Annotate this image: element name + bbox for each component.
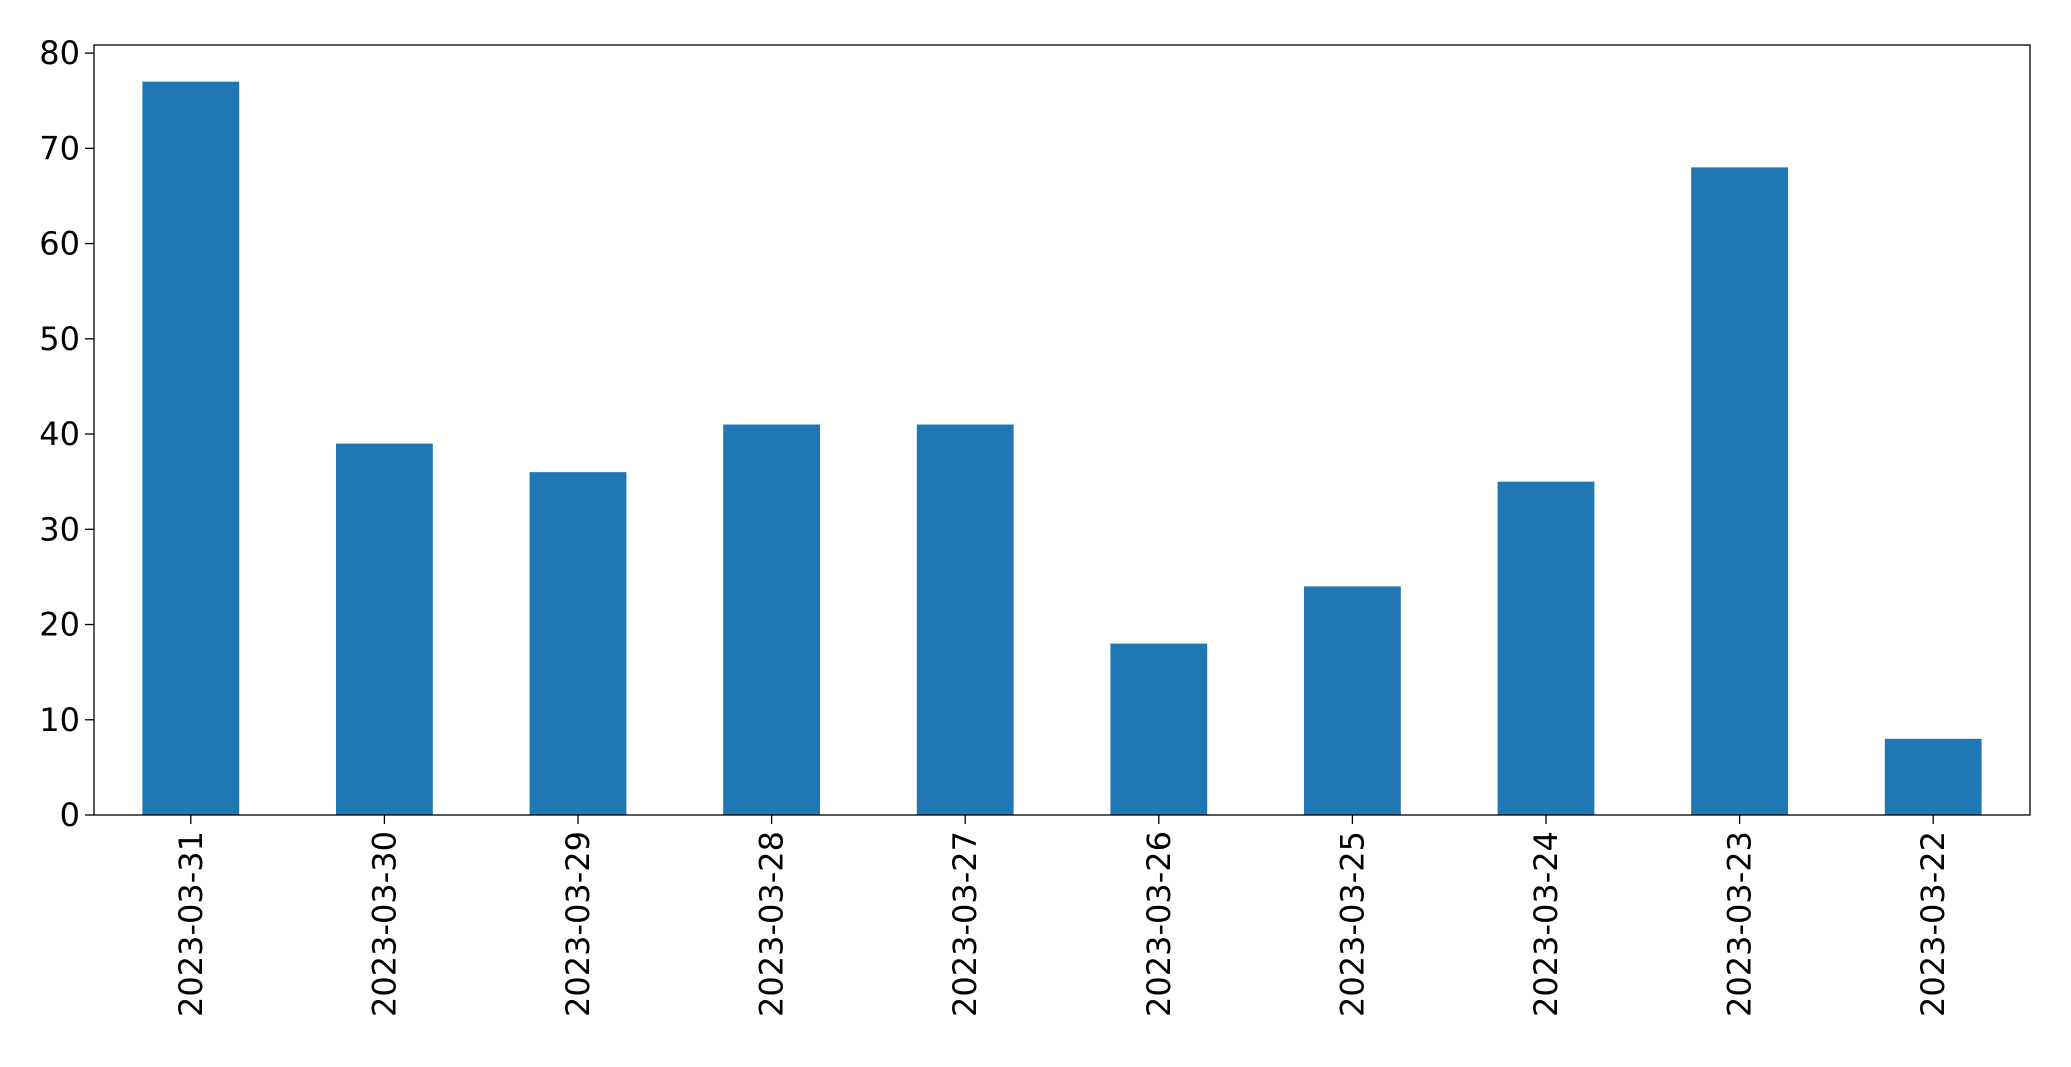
bar (1304, 586, 1401, 815)
x-tick-label: 2023-03-23 (1721, 831, 1759, 1017)
y-tick-label: 0 (60, 796, 80, 834)
x-tick-label: 2023-03-29 (559, 831, 597, 1017)
bar (1497, 481, 1595, 815)
y-tick-label: 80 (39, 34, 80, 72)
y-tick-label: 40 (39, 415, 80, 453)
x-tick-label: 2023-03-25 (1333, 831, 1371, 1017)
y-tick-label: 50 (39, 320, 80, 358)
y-tick-label: 60 (39, 225, 80, 263)
y-tick-label: 30 (39, 510, 80, 548)
bar (529, 472, 627, 815)
x-tick-label: 2023-03-27 (946, 831, 984, 1017)
plot-frame (93, 44, 2031, 816)
x-tick-label: 2023-03-28 (753, 831, 791, 1017)
bar (1691, 167, 1788, 815)
bar (723, 424, 820, 815)
x-tick-label: 2023-03-24 (1527, 831, 1565, 1017)
y-tick-label: 70 (39, 129, 80, 167)
x-tick-label: 2023-03-31 (172, 831, 210, 1017)
bar (1110, 643, 1208, 815)
bar (142, 81, 240, 815)
bar (1884, 738, 1982, 815)
y-tick-label: 10 (39, 701, 80, 739)
bar (916, 424, 1014, 815)
x-tick-label: 2023-03-22 (1914, 831, 1952, 1017)
x-tick-label: 2023-03-26 (1140, 831, 1178, 1017)
x-tick-label: 2023-03-30 (365, 831, 403, 1017)
bar (336, 443, 433, 815)
y-tick-label: 20 (39, 606, 80, 644)
